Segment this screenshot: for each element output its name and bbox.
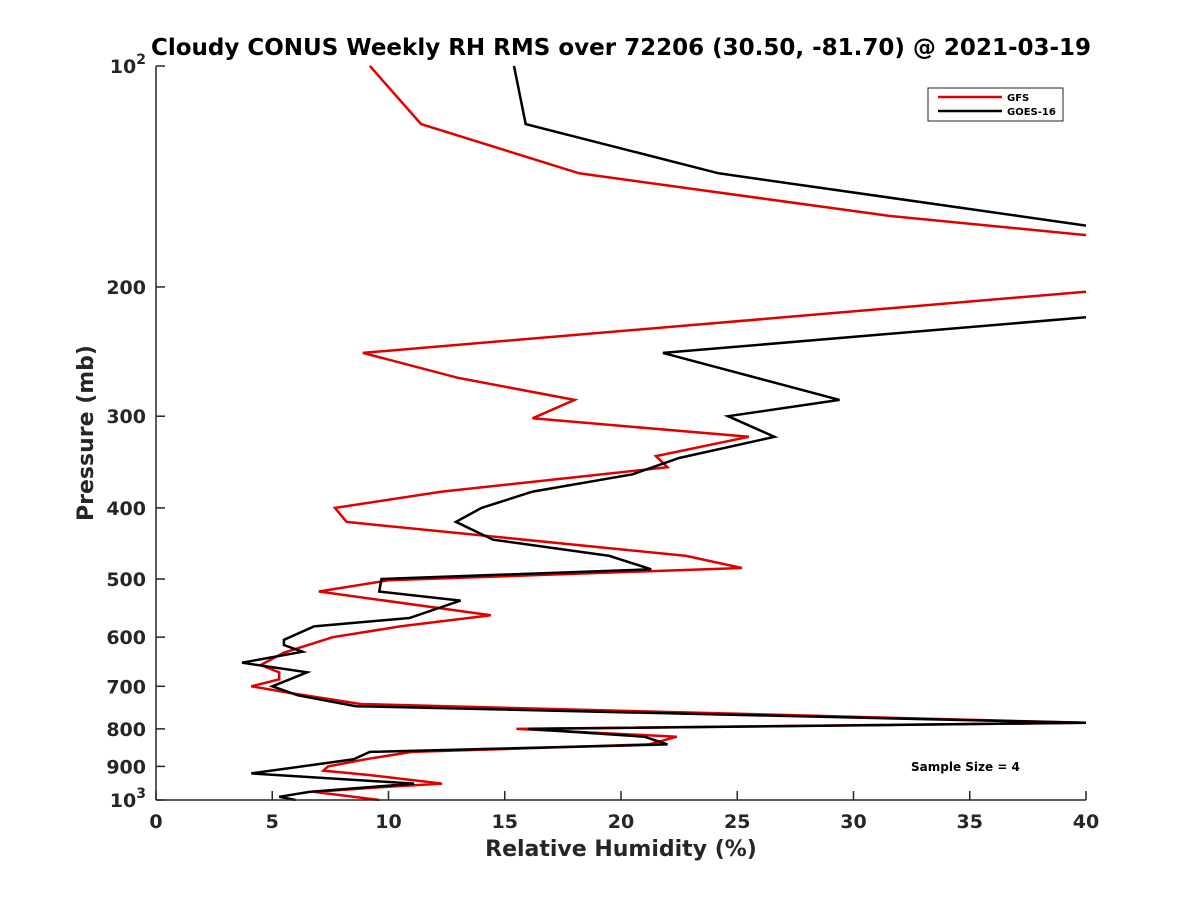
- y-tick-label: 102: [110, 52, 146, 78]
- x-tick-label: 20: [608, 811, 634, 833]
- x-tick-label: 25: [724, 811, 750, 833]
- chart-title: Cloudy CONUS Weekly RH RMS over 72206 (3…: [151, 35, 1091, 61]
- series-layer: [241, 65, 1087, 802]
- y-tick-label: 103: [110, 786, 146, 812]
- x-tick-label: 5: [266, 811, 279, 833]
- plot-area: [156, 66, 1086, 800]
- x-tick-label: 30: [840, 811, 866, 833]
- y-tick-label: 200: [106, 277, 146, 299]
- y-tick-label: 600: [106, 627, 146, 649]
- legend-label-goes16: GOES-16: [1007, 107, 1056, 118]
- x-tick-label: 0: [149, 811, 162, 833]
- y-axis-label: Pressure (mb): [74, 345, 99, 521]
- legend-box: [927, 87, 1064, 122]
- series-line-gfs: [250, 65, 1087, 802]
- y-axis-ticks: 102 200 300 400 500 600 700 800 900 103: [106, 52, 165, 812]
- x-axis-label: Relative Humidity (%): [485, 837, 757, 862]
- y-tick-label: 300: [106, 406, 146, 428]
- legend-label-gfs: GFS: [1007, 93, 1029, 104]
- x-tick-label: 10: [375, 811, 401, 833]
- legend: GFS GOES-16: [927, 87, 1064, 122]
- y-tick-label: 400: [106, 498, 146, 520]
- x-axis-ticks: 0 5 10 15 20 25 30 35 40: [149, 791, 1099, 833]
- y-tick-label: 700: [106, 676, 146, 698]
- series-line-goes16: [241, 65, 1087, 802]
- x-tick-label: 35: [957, 811, 983, 833]
- x-tick-label: 15: [492, 811, 518, 833]
- y-tick-label: 900: [106, 756, 146, 778]
- sample-size-annotation: Sample Size = 4: [911, 760, 1020, 774]
- x-tick-label: 40: [1073, 811, 1099, 833]
- y-tick-label: 800: [106, 719, 146, 741]
- y-tick-label: 500: [106, 569, 146, 591]
